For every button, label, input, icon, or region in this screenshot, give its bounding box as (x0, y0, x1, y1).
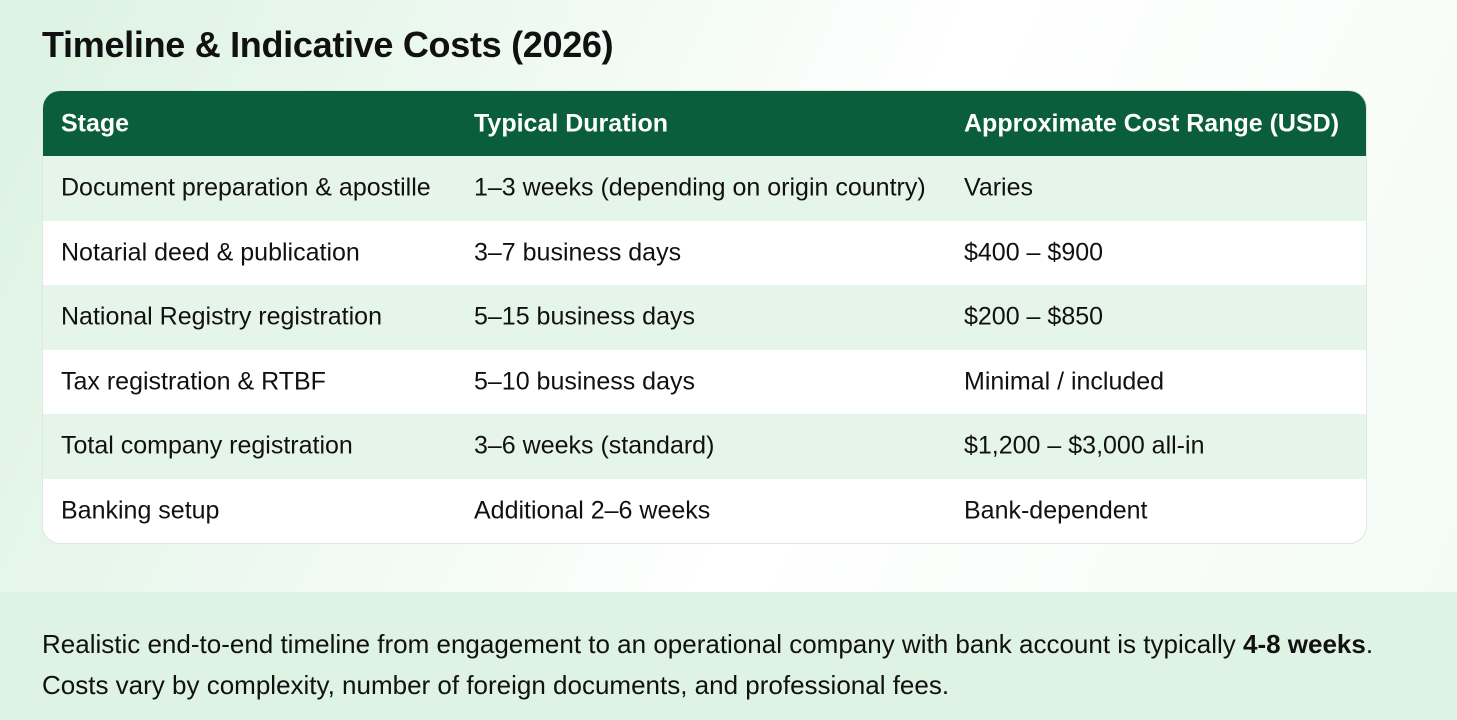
table-cell: $1,200 – $3,000 all-in (964, 431, 1205, 460)
table-row: Total company registration 3–6 weeks (sta… (43, 414, 1366, 479)
table-cell: Tax registration & RTBF (61, 367, 326, 396)
table-row: Document preparation & apostille 1–3 week… (43, 156, 1366, 221)
table-cell: Varies (964, 173, 1034, 202)
table-cell: Additional 2–6 weeks (474, 496, 711, 525)
column-header: Stage (61, 109, 130, 137)
table: Stage Typical Duration Approximate Cost … (42, 90, 1367, 544)
table-row: National Registry registration 5–15 busin… (43, 285, 1366, 350)
note-emphasis: 4-8 weeks (1242, 629, 1366, 659)
table-cell: 1–3 weeks (depending on origin country) (474, 173, 926, 202)
table-row: Notarial deed & publication 3–7 business … (43, 221, 1366, 286)
table-cell: $400 – $900 (964, 238, 1104, 267)
table-cell: $200 – $850 (964, 302, 1104, 331)
table-cell: National Registry registration (61, 302, 382, 331)
column-header: Typical Duration (474, 109, 669, 137)
table-cell: Minimal / included (964, 367, 1165, 396)
column-header: Approximate Cost Range (USD) (964, 109, 1340, 137)
table-cell: 3–6 weeks (standard) (474, 431, 715, 460)
table-cell: Document preparation & apostille (61, 173, 431, 202)
table-cell: 5–10 business days (474, 367, 695, 396)
table-cell: Notarial deed & publication (61, 238, 360, 267)
table-cell: Total company registration (61, 431, 353, 460)
note-panel: Realistic end-to-end timeline from engag… (0, 592, 1457, 720)
table-cell: 3–7 business days (474, 238, 682, 267)
table-cell: Bank-dependent (964, 496, 1148, 525)
title: Timeline & Indicative Costs (2026) (42, 24, 614, 65)
table-cell: 5–15 business days (474, 302, 695, 331)
note-text: . Costs vary by complexity, number of fo… (42, 629, 1374, 700)
table-cell: Banking setup (61, 496, 220, 525)
table-row: Banking setup Additional 2–6 weeks Bank-de… (43, 479, 1366, 544)
note-text: Realistic end-to-end timeline from engag… (42, 629, 1243, 659)
table-row: Tax registration & RTBF 5–10 business day… (43, 350, 1366, 415)
table-header: Stage Typical Duration Approximate Cost … (43, 91, 1366, 156)
note: Realistic end-to-end timeline from engag… (42, 624, 1437, 706)
